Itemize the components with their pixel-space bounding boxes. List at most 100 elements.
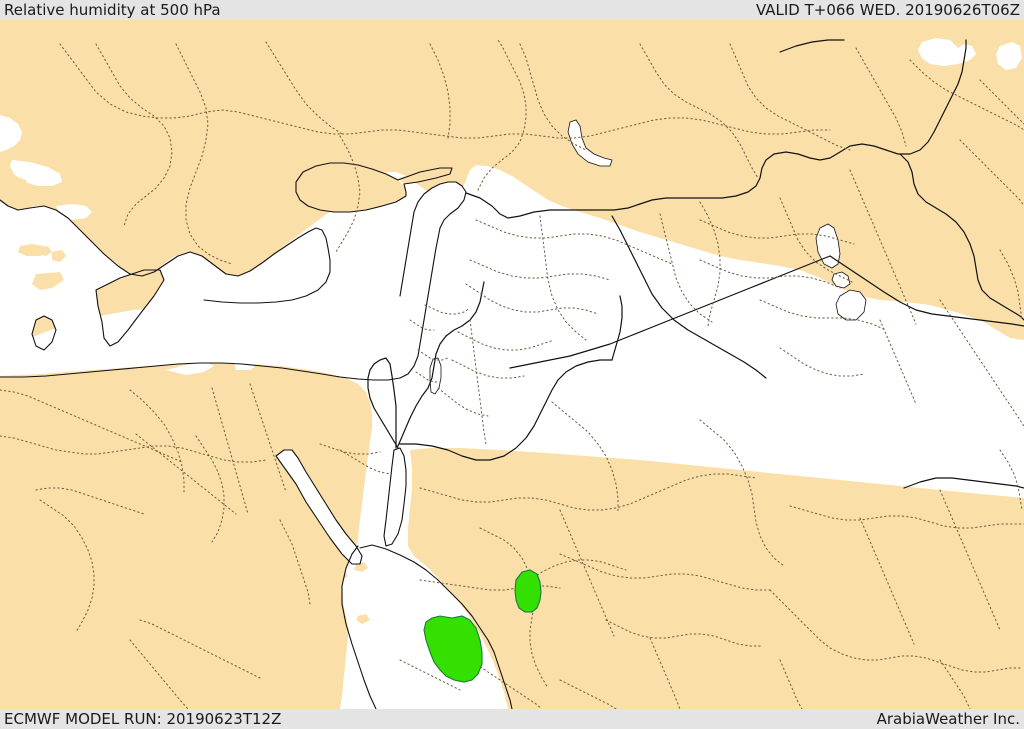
subborder-sinai-a — [339, 449, 391, 475]
subborder-syria-b — [469, 259, 611, 281]
subborder-israel-a — [417, 349, 449, 361]
coastline-gulf-of-aqaba — [383, 447, 407, 547]
lake-urmia — [996, 42, 1022, 70]
page-title: Relative humidity at 500 hPa — [4, 1, 221, 19]
turkey-landmass — [0, 20, 1024, 340]
subborder-egypt-f — [211, 387, 249, 515]
subborder-iran-b — [979, 79, 1024, 125]
subborder-israel-b — [415, 371, 441, 383]
subborder-saudi-i — [859, 517, 915, 645]
border-saudi-northwest-leg — [611, 295, 623, 361]
border-saudi-east — [829, 255, 1024, 327]
subborder-saudi-c — [699, 419, 785, 567]
island-samos — [0, 176, 28, 192]
egypt-landmass — [0, 363, 372, 709]
subborder-turkey-j — [909, 59, 1024, 131]
subborder-jordan-a — [457, 331, 555, 351]
subborder-iraq-a — [699, 201, 721, 327]
peninsula-datca — [32, 272, 64, 290]
coastline-red-sea-west — [341, 545, 377, 709]
subborder-sinai-b — [319, 443, 381, 455]
coastline-turkey-south — [0, 199, 331, 304]
subborder-jordan-c — [469, 319, 487, 445]
subborder-saudi-s — [999, 449, 1023, 511]
lake-van — [918, 38, 976, 66]
subborder-turkey-a — [59, 43, 831, 139]
subborder-jordan-d — [437, 387, 489, 417]
subborder-iraq-d — [699, 219, 855, 245]
subborder-saudi-k — [419, 579, 561, 591]
border-turkey-syria — [465, 39, 967, 219]
arabia-landmass — [408, 448, 1024, 709]
coastline-levant — [301, 259, 435, 381]
subborder-turkey-f — [519, 43, 587, 151]
subborder-turkey-coast — [335, 135, 361, 253]
subborder-saudi-d — [559, 509, 615, 637]
subborder-israel-c — [409, 319, 435, 331]
subborder-syria-a — [475, 219, 673, 265]
mediterranean-levant-basin — [0, 182, 466, 380]
subborder-turkey-e — [429, 43, 451, 139]
subborder-syria-c — [465, 283, 599, 315]
subborder-egypt-h — [39, 499, 95, 633]
subborder-saudi-f — [559, 553, 771, 591]
red-sea-island-c — [356, 614, 370, 624]
map-canvas[interactable] — [0, 20, 1024, 709]
coastline-gulf-of-suez — [275, 449, 363, 565]
border-jordan-israel — [397, 281, 485, 447]
subborder-turkey-c — [175, 43, 233, 265]
subborder-saudi-j — [939, 489, 1001, 631]
coastline-red-sea-east — [359, 544, 513, 709]
subborder-egypt-d — [135, 433, 237, 515]
island-small-aegean-a — [52, 250, 66, 262]
cyprus-landmass — [296, 163, 406, 212]
border-jordan-saudi — [399, 359, 613, 461]
subborder-iraq-i — [779, 347, 865, 377]
subborder-egypt-e — [195, 435, 225, 543]
border-syria-iraq — [611, 215, 767, 379]
subborder-iran-a — [959, 139, 1024, 207]
border-egypt-internal-south — [369, 357, 397, 449]
subborder-turkey-b — [95, 43, 173, 227]
subborder-saudi-b — [551, 401, 619, 513]
footer-bar: ECMWF MODEL RUN: 20190623T12Z ArabiaWeat… — [0, 709, 1024, 729]
model-run-label: ECMWF MODEL RUN: 20190623T12Z — [4, 710, 282, 728]
subborder-saudi-h — [789, 505, 1024, 529]
subborder-syria-f — [477, 39, 527, 191]
humidity-patch-central-arabia — [514, 569, 542, 613]
subborder-lebanon — [424, 304, 471, 315]
subborder-saudi-a — [419, 473, 757, 511]
cyprus-karpas-peninsula — [398, 168, 452, 184]
subborder-iran-c — [999, 249, 1023, 321]
border-israel-egypt — [367, 369, 399, 449]
map-svg[interactable] — [0, 20, 1024, 709]
subborder-saudi-p — [779, 659, 803, 709]
subborder-syria-e — [659, 213, 713, 323]
border-turkey-iraq-iran — [899, 153, 1024, 321]
credit-label: ArabiaWeather Inc. — [876, 710, 1020, 728]
lake-razzaza — [831, 271, 851, 289]
subborder-iraq-f — [759, 299, 887, 331]
gulf-of-aqaba — [384, 448, 406, 546]
coastline-aegean-islands — [95, 269, 165, 347]
mediterranean-sea-basin — [0, 200, 330, 348]
subborder-saudi-l — [529, 559, 627, 581]
subborder-egypt-j — [139, 619, 261, 679]
gulf-of-suez — [276, 450, 362, 564]
valid-time-label: VALID T+066 WED. 20190626T06Z — [755, 1, 1020, 19]
lake-tharthar — [815, 223, 841, 269]
coastline-iskenderun — [399, 181, 467, 297]
coastline-egypt-mediterranean — [0, 362, 303, 378]
border-saudi-gulf — [903, 477, 1024, 489]
subborder-iraq-b — [779, 197, 853, 283]
subborder-egypt-i — [35, 487, 145, 515]
subborder-jordan-b — [451, 359, 525, 379]
border-turkey-north — [779, 39, 845, 53]
subborder-egypt-c — [0, 435, 267, 463]
nile-delta-coast-notch-b — [234, 360, 258, 370]
subborder-iraq-c — [849, 169, 917, 325]
coastline-rhodes — [31, 315, 57, 351]
lake-assad — [567, 119, 613, 167]
subborder-egypt-l — [279, 519, 311, 605]
